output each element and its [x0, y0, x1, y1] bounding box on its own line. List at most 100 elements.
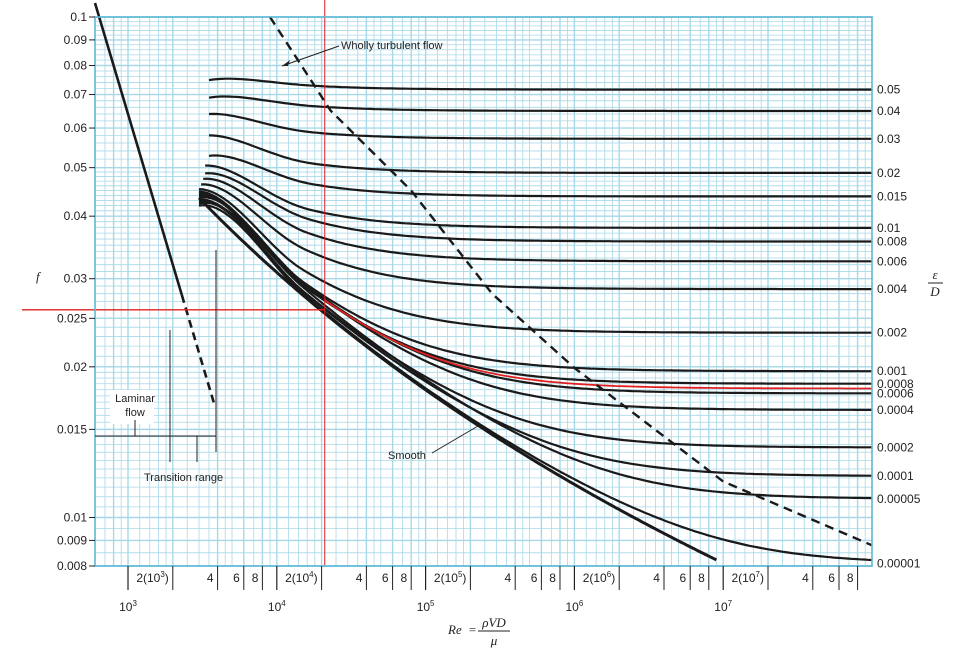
y-tick-label: 0.015 [57, 422, 87, 436]
roughness-curve [198, 201, 873, 500]
roughness-label: 0.015 [877, 189, 907, 203]
x-tick-label-lower: 104 [268, 599, 286, 614]
roughness-curve [208, 154, 872, 198]
y-axis: 0.1 0.09 0.08 0.07 0.06 0.05 0.04 0.03 0.025 0.02… [57, 10, 95, 573]
roughness-label: 0.0002 [877, 440, 914, 454]
roughness-label: 0.0004 [877, 403, 914, 417]
x-tick-label-lower: 105 [417, 599, 435, 614]
x-tick-label-upper: 8 [549, 571, 556, 585]
x-tick-label-upper: 4 [653, 571, 660, 585]
x-tick-label-upper: 2(107) [732, 570, 764, 585]
x-axis-label-denominator: μ [490, 633, 498, 648]
roughness-curve [198, 192, 872, 385]
annotation-arrowhead [282, 60, 290, 66]
y-tick-label: 0.04 [64, 209, 88, 223]
y2-label-numerator: ε [932, 267, 938, 282]
x-tick-label-upper: 6 [233, 571, 240, 585]
annotation-smooth: Smooth [388, 450, 426, 462]
y2-label-denominator: D [929, 284, 940, 299]
roughness-curve [203, 177, 872, 263]
x-tick-label-lower: 106 [565, 599, 583, 614]
roughness-curve [208, 77, 872, 91]
x-tick-label-upper: 8 [252, 571, 259, 585]
roughness-label: 0.01 [877, 221, 901, 235]
x-tick-label-upper: 4 [207, 571, 214, 585]
y-tick-label: 0.008 [57, 559, 87, 573]
roughness-curve [198, 188, 872, 334]
x-tick-label-upper: 8 [400, 571, 407, 585]
x-tick-label-upper: 6 [680, 571, 687, 585]
y-tick-label: 0.025 [57, 311, 87, 325]
roughness-label: 0.008 [877, 234, 907, 248]
x-tick-label-upper: 4 [356, 571, 363, 585]
y-tick-label: 0.1 [70, 10, 87, 24]
annotation-flow: flow [125, 407, 145, 419]
roughness-label: 0.0001 [877, 469, 914, 483]
roughness-curve [201, 183, 872, 291]
roughness-label: 0.0008 [877, 377, 914, 391]
roughness-curve [198, 195, 872, 411]
x-tick-label-upper: 2(106) [583, 570, 615, 585]
y-axis-label: f [36, 269, 42, 284]
roughness-curve [198, 190, 872, 373]
x-tick-label-upper: 2(104) [285, 570, 317, 585]
y-tick-label: 0.03 [64, 272, 88, 286]
annotation-transition: Transition range [144, 472, 223, 484]
roughness-curve [208, 95, 872, 113]
x-axis-label-eq: = [468, 622, 477, 637]
roughness-label: 0.02 [877, 166, 901, 180]
annotation-bg [110, 390, 154, 424]
roughness-curve [205, 164, 872, 229]
y-tick-label: 0.08 [64, 59, 88, 73]
roughness-label: 0.00005 [877, 492, 921, 506]
y-tick-label: 0.07 [64, 88, 88, 102]
smooth-curve [197, 196, 718, 562]
laminar-dashed-line [180, 294, 216, 405]
x-tick-label-upper: 6 [382, 571, 389, 585]
axis-titles: f ε D Re = ρVD μ [36, 267, 943, 648]
roughness-label: 0.05 [877, 83, 901, 97]
annotations: Wholly turbulent flow Smooth Laminar flow Tr… [95, 40, 479, 484]
x-tick-label-lower: 107 [714, 599, 732, 614]
roughness-label: 0.002 [877, 326, 907, 340]
y-tick-label: 0.01 [64, 510, 88, 524]
roughness-label: 0.004 [877, 282, 907, 296]
x-tick-label-upper: 4 [505, 571, 512, 585]
x-axis: 2(103) 4 6 8 2(104) 4 6 8 2(105) 4 6 8 2(106) 4 6 8 2(10… [119, 566, 859, 614]
overlays [22, 0, 326, 566]
x-tick-label-upper: 8 [698, 571, 705, 585]
roughness-label: 0.00001 [877, 556, 921, 570]
roughness-curves [93, 2, 873, 562]
roughness-label: 0.006 [877, 254, 907, 268]
y-tick-label: 0.06 [64, 121, 88, 135]
roughness-curve [208, 112, 872, 140]
annotation-leader [281, 45, 340, 67]
x-tick-label-lower: 103 [119, 599, 137, 614]
roughness-curve [205, 172, 872, 243]
roughness-curve [198, 200, 872, 477]
wholly-turbulent-boundary [268, 16, 873, 547]
y-tick-label: 0.02 [64, 360, 88, 374]
x-axis-label-lhs: Re [447, 622, 462, 637]
x-tick-label-upper: 2(105) [434, 570, 466, 585]
y-tick-label: 0.05 [64, 161, 88, 175]
x-tick-label-upper: 2(103) [136, 570, 168, 585]
relative-roughness-labels: 0.05 0.04 0.03 0.02 0.015 0.010.008 0.006 0.004… [877, 83, 921, 571]
x-tick-label-upper: 6 [828, 571, 835, 585]
laminar-line [93, 2, 184, 296]
x-tick-label-upper: 6 [531, 571, 538, 585]
plot-frame [94, 16, 873, 567]
roughness-label: 0.001 [877, 364, 907, 378]
y-tick-label: 0.009 [57, 533, 87, 547]
annotation-leader [431, 425, 479, 454]
y-tick-label: 0.09 [64, 33, 88, 47]
annotation-wholly-turbulent: Wholly turbulent flow [341, 40, 443, 52]
roughness-label: 0.04 [877, 104, 901, 118]
x-axis-label-numerator: ρVD [481, 615, 506, 630]
roughness-label: 0.03 [877, 132, 901, 146]
annotation-laminar: Laminar [115, 393, 155, 405]
x-tick-label-upper: 4 [802, 571, 809, 585]
roughness-curve [208, 134, 872, 174]
x-tick-label-upper: 8 [847, 571, 854, 585]
